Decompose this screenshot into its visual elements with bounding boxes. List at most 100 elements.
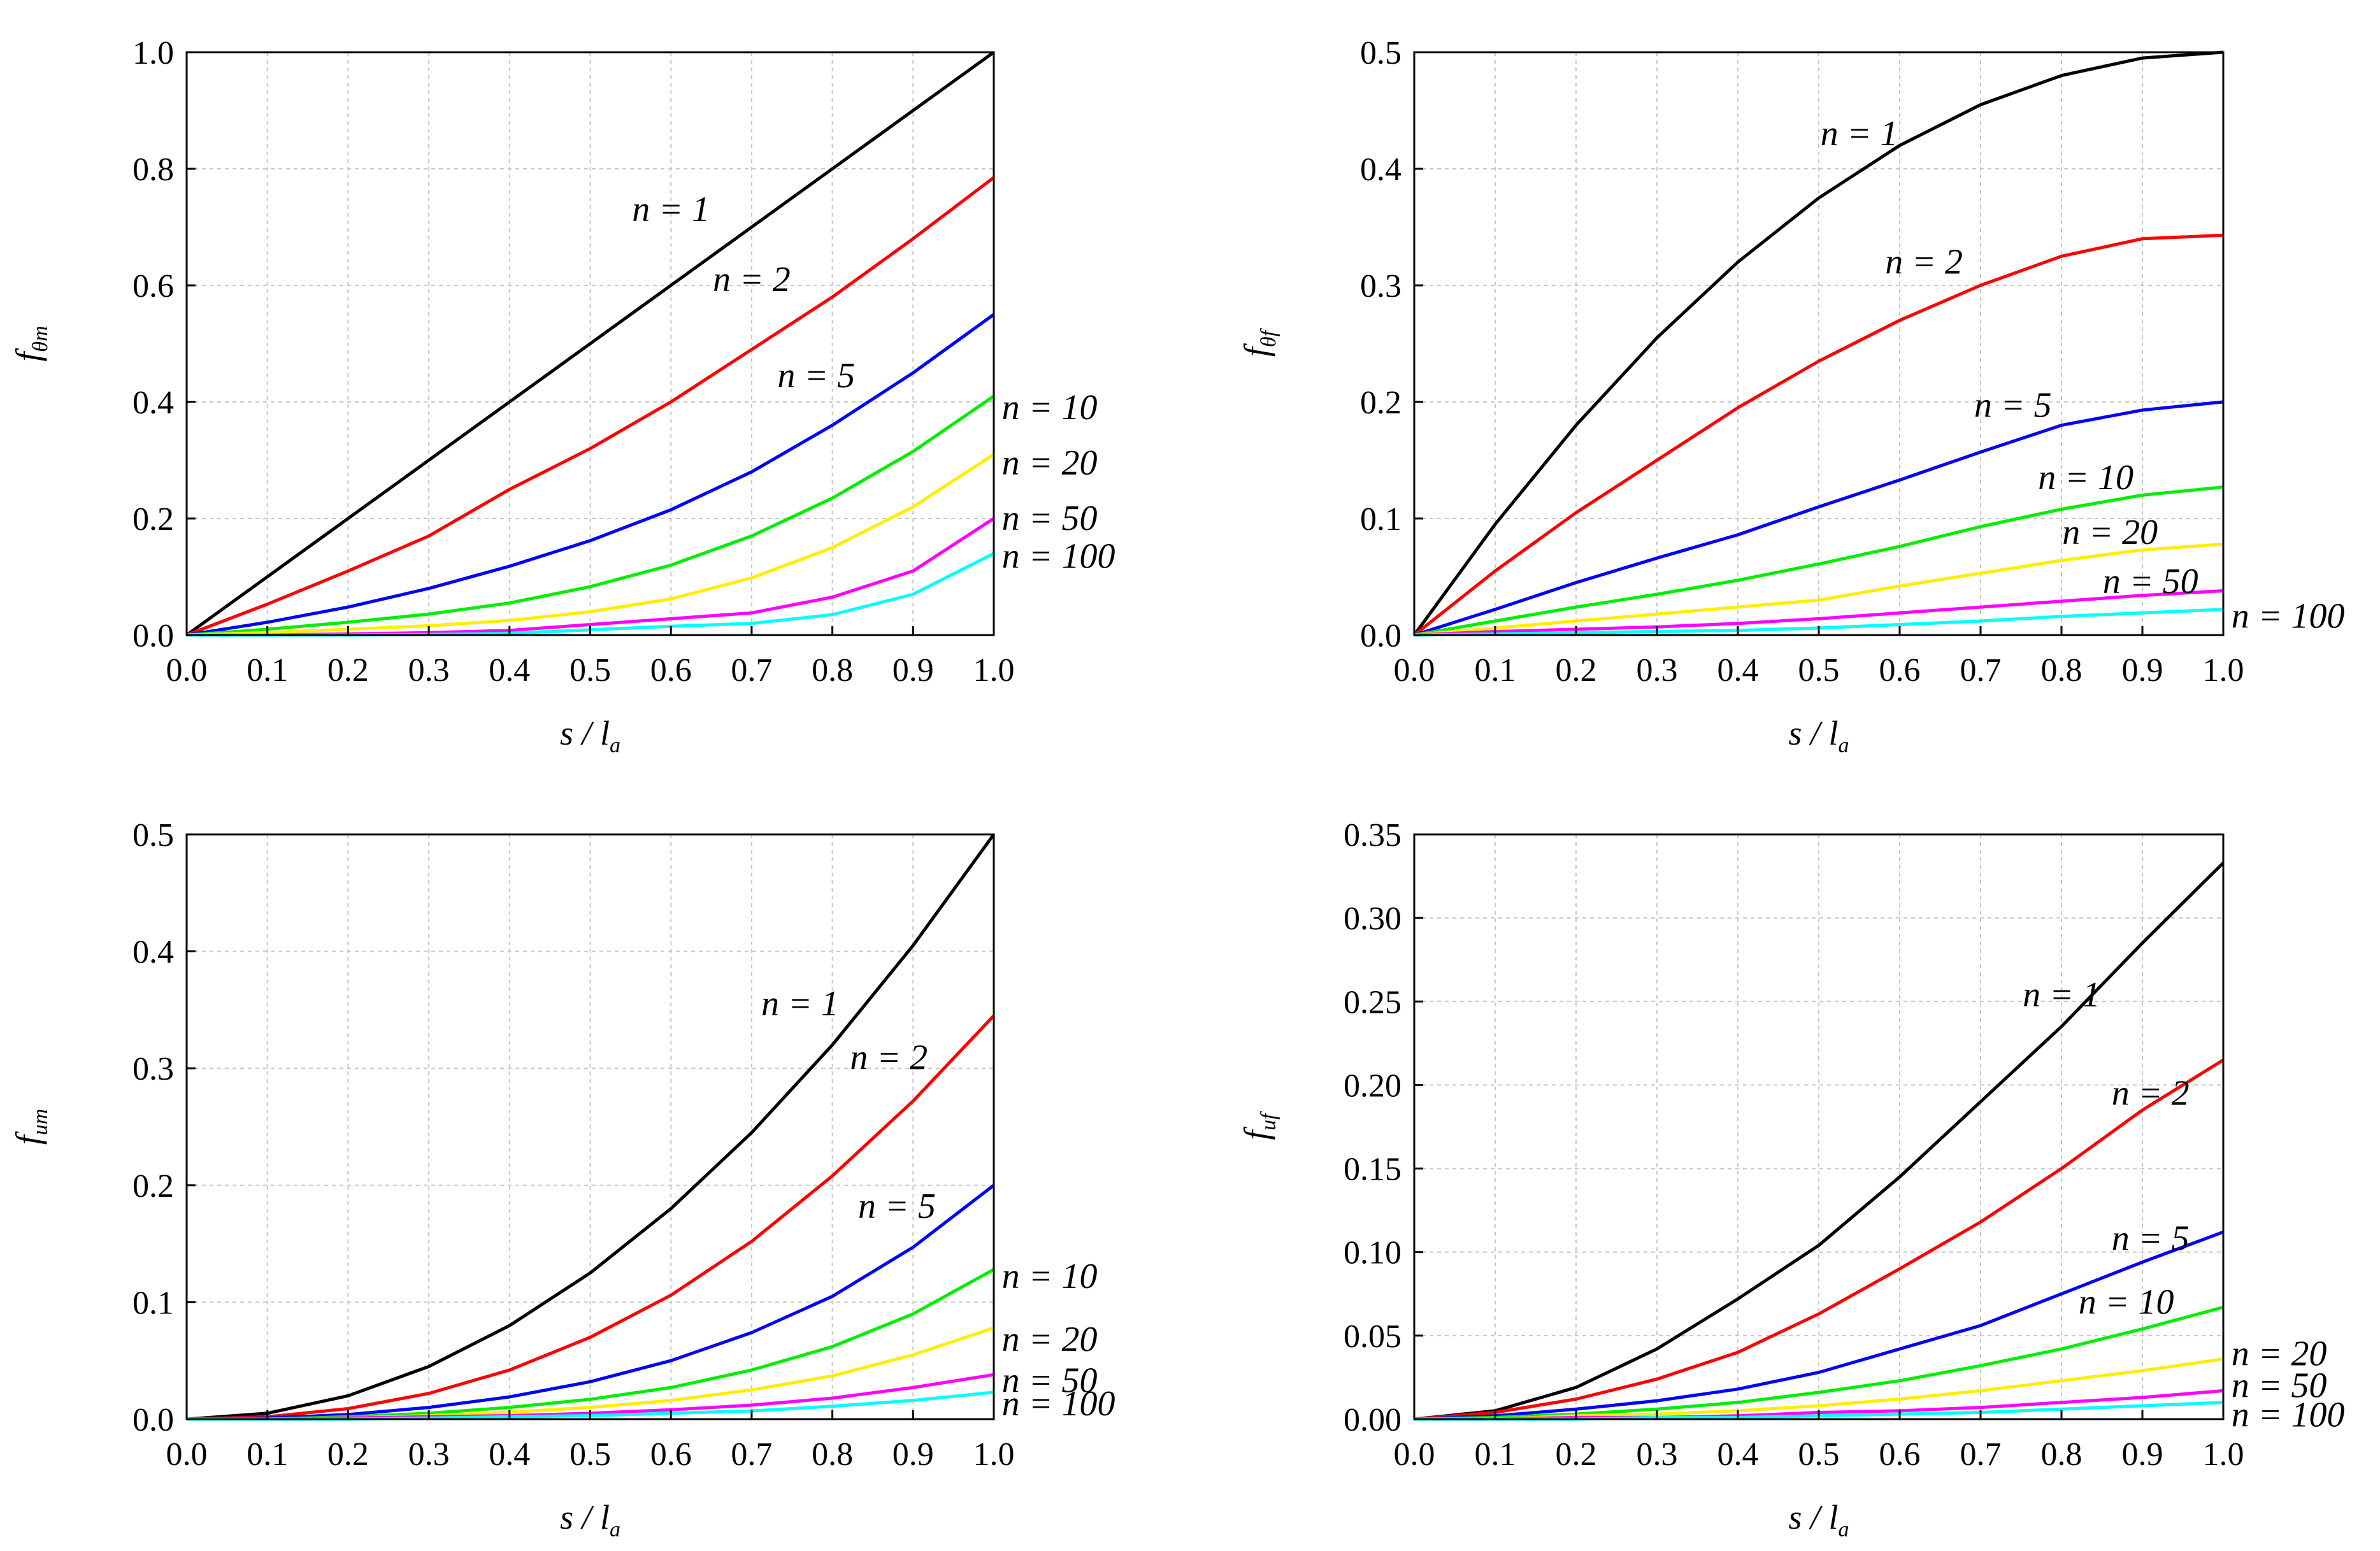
series-line-n-10 [1414, 1305, 2224, 1421]
x-tick-label: 0.5 [1798, 652, 1840, 689]
series-line-n-1 [186, 833, 996, 1421]
x-tick-label: 0.5 [570, 652, 611, 689]
y-tick-label: 0.00 [1344, 1402, 1401, 1438]
x-tick-label: 0.9 [892, 652, 934, 689]
curve-label: n = 2 [1885, 242, 1963, 282]
y-tick-label: 0.25 [1344, 984, 1401, 1020]
curve-label: n = 1 [632, 190, 710, 229]
curve-label: n = 5 [777, 356, 855, 396]
x-tick-label: 0.7 [731, 1436, 772, 1473]
x-tick-label: 0.0 [166, 652, 208, 689]
x-tick-label: 0.0 [1394, 1436, 1435, 1473]
y-tick-label: 0.8 [133, 152, 174, 188]
y-tick-label: 0.10 [1344, 1235, 1401, 1271]
curve-label: n = 2 [850, 1038, 928, 1078]
curve-label: n = 5 [858, 1187, 936, 1226]
curve-label: n = 1 [761, 984, 839, 1024]
curve-label: n = 50 [1002, 499, 1098, 538]
curve-label: n = 2 [713, 260, 791, 299]
x-tick-label: 1.0 [973, 1436, 1015, 1473]
y-tick-label: 0.30 [1344, 901, 1401, 937]
curve-label: n = 100 [2232, 597, 2345, 636]
y-tick-label: 1.0 [133, 35, 174, 71]
y-tick-label: 0.3 [133, 1051, 174, 1087]
series-line-n-10 [186, 394, 995, 637]
y-tick-label: 0.0 [133, 618, 174, 654]
x-tick-label: 0.6 [1879, 1436, 1921, 1473]
x-axis-label: s / la [1788, 1498, 1849, 1541]
series-line-n-50 [1414, 589, 2224, 637]
series-line-n-2 [186, 1014, 995, 1421]
y-tick-label: 0.15 [1344, 1152, 1401, 1188]
series-line-n-1 [1412, 50, 2224, 636]
y-tick-label: 0.1 [133, 1285, 174, 1321]
x-tick-label: 0.2 [327, 1436, 369, 1473]
x-tick-label: 0.9 [2122, 652, 2163, 689]
x-tick-label: 0.8 [812, 652, 853, 689]
y-tick-label: 0.4 [133, 385, 174, 421]
y-tick-label: 0.0 [133, 1402, 174, 1438]
series-line-n-2 [1413, 233, 2224, 636]
x-tick-label: 0.7 [1960, 1436, 2002, 1473]
x-tick-label: 0.4 [489, 1436, 530, 1473]
y-axis-label: fθm [9, 325, 52, 361]
x-tick-label: 0.6 [650, 1436, 692, 1473]
curve-label: n = 1 [2023, 975, 2100, 1015]
y-tick-label: 0.4 [133, 934, 174, 971]
y-tick-label: 0.05 [1344, 1319, 1401, 1355]
curve-label: n = 100 [1002, 536, 1115, 576]
curve-label: n = 100 [2232, 1395, 2345, 1434]
x-tick-label: 0.0 [1394, 652, 1435, 689]
x-tick-label: 0.2 [1556, 1436, 1597, 1473]
x-tick-label: 0.1 [1475, 652, 1516, 689]
series-line-n-10 [1414, 485, 2224, 637]
x-tick-label: 0.3 [1637, 652, 1678, 689]
x-tick-label: 0.6 [1879, 652, 1921, 689]
curve-label: n = 20 [1002, 1320, 1098, 1359]
y-axis-label: fuf [1237, 1111, 1280, 1140]
y-tick-label: 0.3 [1360, 268, 1401, 304]
series-line-n-5 [1414, 400, 2224, 637]
series-line-n-1 [1414, 861, 2225, 1421]
x-tick-label: 0.6 [650, 652, 692, 689]
y-tick-label: 0.6 [133, 268, 174, 304]
x-tick-label: 0.2 [327, 652, 369, 689]
y-axis-label: fθf [1237, 327, 1280, 357]
x-tick-label: 0.4 [489, 652, 530, 689]
x-tick-label: 0.4 [1717, 1436, 1759, 1473]
series-line-n-5 [186, 313, 995, 637]
y-tick-label: 0.5 [133, 817, 174, 854]
series-line-n-20 [1414, 542, 2224, 637]
series-line-n-10 [187, 1268, 995, 1421]
x-tick-label: 0.4 [1717, 652, 1759, 689]
y-axis-label: fum [9, 1109, 52, 1145]
series-line-n-2 [186, 176, 995, 637]
curve-label: n = 10 [2079, 1282, 2174, 1322]
x-axis-label: s / la [1788, 714, 1849, 757]
y-tick-label: 0.35 [1344, 817, 1401, 854]
x-tick-label: 0.3 [1637, 1436, 1678, 1473]
curve-label: n = 5 [2112, 1219, 2190, 1259]
x-tick-label: 0.9 [892, 1436, 934, 1473]
x-tick-label: 0.8 [2041, 652, 2082, 689]
y-tick-label: 0.2 [1360, 385, 1401, 421]
y-tick-label: 0.2 [133, 501, 174, 538]
x-tick-label: 0.5 [570, 1436, 611, 1473]
x-tick-label: 1.0 [973, 652, 1015, 689]
curve-label: n = 1 [1821, 114, 1898, 154]
x-tick-label: 0.8 [2041, 1436, 2082, 1473]
y-tick-label: 0.5 [1360, 35, 1401, 71]
curve-label: n = 2 [2112, 1074, 2190, 1113]
curve-label: n = 10 [1002, 388, 1098, 427]
series-line-n-5 [186, 1183, 995, 1421]
x-tick-label: 0.5 [1798, 1436, 1840, 1473]
x-tick-label: 1.0 [2203, 1436, 2244, 1473]
y-tick-label: 0.20 [1344, 1068, 1401, 1104]
curve-label: n = 50 [2103, 562, 2198, 601]
chart-panel-fum: 0.0 0.1 0.2 0.3 0.4 0.5 0.6 0.7 0.8 0.9 1.0 0.0 0.1 0… [9, 817, 1115, 1541]
x-tick-label: 0.9 [2122, 1436, 2163, 1473]
y-tick-label: 0.4 [1360, 152, 1401, 188]
x-tick-label: 0.3 [408, 652, 450, 689]
chart-panel-fuf: 0.0 0.1 0.2 0.3 0.4 0.5 0.6 0.7 0.8 0.9 1.0 0.00 0.0… [1237, 817, 2344, 1541]
